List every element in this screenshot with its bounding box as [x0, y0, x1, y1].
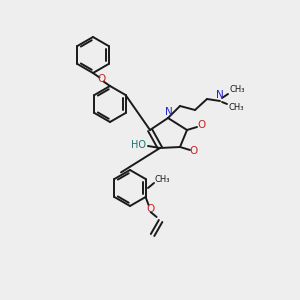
Text: CH₃: CH₃ — [229, 85, 245, 94]
Text: N: N — [165, 107, 173, 117]
Text: CH₃: CH₃ — [228, 103, 244, 112]
Text: CH₃: CH₃ — [154, 176, 170, 184]
Text: O: O — [190, 146, 198, 156]
Text: O: O — [146, 204, 155, 214]
Text: O: O — [197, 120, 205, 130]
Text: O: O — [98, 74, 106, 85]
Text: HO: HO — [131, 140, 146, 150]
Text: N: N — [216, 90, 224, 100]
